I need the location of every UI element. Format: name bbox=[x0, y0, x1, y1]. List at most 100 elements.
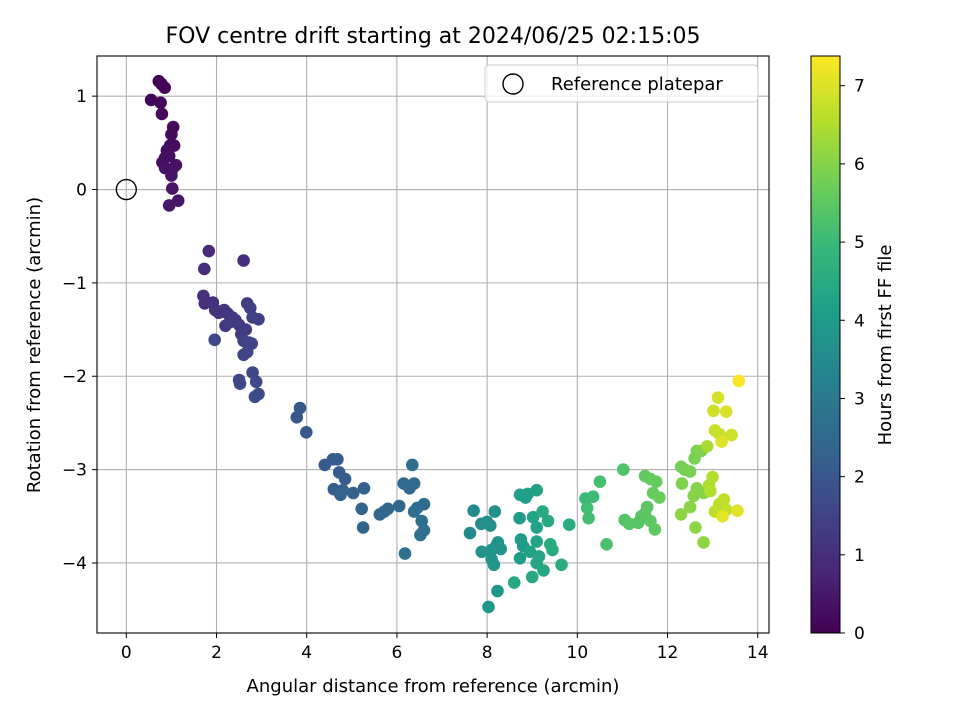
data-point bbox=[488, 505, 502, 518]
colorbar-tick-label: 1 bbox=[854, 546, 865, 566]
data-point bbox=[233, 377, 247, 391]
x-tick-label: 8 bbox=[482, 643, 493, 663]
data-point bbox=[653, 491, 666, 504]
y-tick-label: −1 bbox=[62, 274, 87, 294]
plot-frame bbox=[96, 55, 770, 634]
colorbar-tick-label: 6 bbox=[854, 155, 865, 175]
data-point bbox=[700, 440, 714, 453]
legend: Reference platepar bbox=[484, 64, 759, 103]
data-point bbox=[530, 535, 543, 548]
data-point bbox=[731, 504, 744, 517]
data-point bbox=[208, 333, 221, 347]
data-point bbox=[407, 477, 421, 490]
data-point bbox=[507, 576, 521, 589]
x-tick-label: 10 bbox=[567, 643, 589, 663]
data-point bbox=[697, 536, 710, 549]
legend-label: Reference platepar bbox=[551, 74, 723, 95]
colorbar: 0 1 2 3 4 5 6 7 Hours from first FF file bbox=[810, 55, 896, 644]
y-axis-label: Rotation from reference (arcmin) bbox=[24, 197, 45, 493]
data-point bbox=[162, 199, 176, 212]
data-point bbox=[249, 375, 263, 389]
data-point bbox=[732, 374, 746, 388]
colorbar-tick-label: 2 bbox=[854, 468, 865, 488]
legend-box bbox=[484, 64, 759, 103]
colorbar-label: Hours from first FF file bbox=[875, 245, 896, 446]
data-point bbox=[494, 542, 508, 556]
x-tick-label: 14 bbox=[747, 643, 769, 663]
data-points bbox=[144, 74, 746, 614]
data-point bbox=[355, 502, 369, 516]
data-point bbox=[716, 510, 729, 523]
data-point bbox=[154, 96, 167, 109]
data-point bbox=[144, 93, 158, 107]
y-ticks: −4 −3 −2 −1 0 1 bbox=[62, 87, 97, 574]
y-tick-label: −2 bbox=[62, 367, 87, 387]
data-point bbox=[526, 510, 540, 524]
data-point bbox=[155, 107, 169, 121]
colorbar-tick-label: 3 bbox=[854, 389, 865, 409]
data-point bbox=[237, 254, 250, 267]
x-tick-label: 12 bbox=[657, 643, 679, 663]
data-point bbox=[706, 470, 719, 484]
colorbar-tick-label: 4 bbox=[854, 311, 865, 331]
data-point bbox=[513, 552, 527, 565]
x-tick-label: 0 bbox=[121, 643, 132, 663]
data-point bbox=[593, 475, 607, 489]
data-point bbox=[491, 584, 504, 598]
data-point bbox=[239, 323, 253, 336]
data-point bbox=[675, 477, 689, 490]
data-point bbox=[407, 505, 421, 518]
data-point bbox=[300, 426, 313, 439]
data-point bbox=[356, 521, 370, 534]
data-point bbox=[336, 483, 350, 497]
x-tick-label: 6 bbox=[392, 643, 403, 663]
x-ticks: 0 2 4 6 8 10 12 14 bbox=[121, 633, 769, 663]
data-point bbox=[485, 543, 498, 557]
data-point bbox=[546, 543, 559, 557]
x-axis-label: Angular distance from reference (arcmin) bbox=[247, 676, 620, 697]
data-point bbox=[541, 514, 555, 528]
data-point bbox=[711, 391, 725, 405]
data-point bbox=[198, 262, 211, 276]
data-point bbox=[719, 405, 733, 419]
data-point bbox=[290, 411, 304, 424]
x-tick-label: 4 bbox=[301, 643, 312, 663]
data-point bbox=[617, 463, 630, 476]
data-point bbox=[717, 493, 731, 506]
grid bbox=[97, 56, 769, 633]
y-tick-label: −3 bbox=[62, 461, 87, 481]
data-point bbox=[536, 505, 549, 518]
data-point bbox=[537, 564, 550, 577]
colorbar-tick-label: 0 bbox=[854, 624, 865, 644]
data-point bbox=[482, 600, 495, 614]
reference-layer bbox=[115, 178, 138, 201]
data-point bbox=[475, 545, 489, 559]
data-point bbox=[586, 490, 600, 504]
data-point bbox=[392, 499, 406, 513]
data-point bbox=[648, 523, 662, 536]
data-point bbox=[683, 465, 697, 478]
data-point bbox=[580, 501, 594, 515]
colorbar-ticks: 0 1 2 3 4 5 6 7 bbox=[840, 77, 865, 644]
data-point bbox=[158, 81, 171, 94]
data-point bbox=[414, 528, 427, 542]
data-point bbox=[252, 387, 265, 401]
data-point bbox=[484, 519, 497, 532]
x-tick-label: 2 bbox=[211, 643, 222, 663]
data-point bbox=[165, 169, 178, 182]
data-point bbox=[463, 526, 477, 540]
data-point bbox=[582, 511, 595, 525]
data-point bbox=[600, 538, 613, 551]
data-point bbox=[715, 435, 728, 448]
data-point bbox=[707, 404, 720, 418]
colorbar-tick-label: 7 bbox=[854, 77, 865, 97]
data-point bbox=[649, 475, 663, 489]
y-tick-label: 1 bbox=[76, 87, 87, 107]
data-point bbox=[398, 547, 412, 560]
data-point bbox=[683, 500, 697, 514]
data-point bbox=[640, 500, 654, 514]
data-point bbox=[252, 313, 265, 326]
reference-marker bbox=[115, 178, 138, 201]
